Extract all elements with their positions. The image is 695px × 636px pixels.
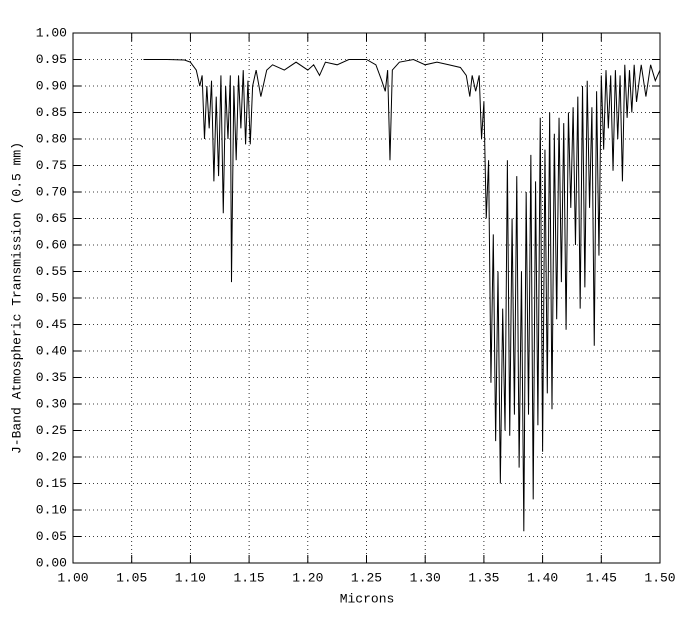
y-tick-label: 0.25 xyxy=(36,423,67,438)
y-tick-label: 0.45 xyxy=(36,317,67,332)
y-tick-label: 0.20 xyxy=(36,449,67,464)
y-tick-label: 0.05 xyxy=(36,529,67,544)
y-tick-label: 0.35 xyxy=(36,370,67,385)
x-tick-label: 1.35 xyxy=(468,570,499,585)
x-tick-label: 1.05 xyxy=(116,570,147,585)
x-tick-label: 1.15 xyxy=(233,570,264,585)
x-tick-label: 1.45 xyxy=(586,570,617,585)
y-tick-label: 0.85 xyxy=(36,105,67,120)
x-tick-label: 1.10 xyxy=(175,570,206,585)
x-tick-label: 1.00 xyxy=(57,570,88,585)
y-tick-label: 0.65 xyxy=(36,211,67,226)
y-axis-label: J-Band Atmospheric Transmission (0.5 mm) xyxy=(9,142,24,454)
y-tick-label: 0.50 xyxy=(36,290,67,305)
x-tick-label: 1.40 xyxy=(527,570,558,585)
y-tick-label: 0.30 xyxy=(36,396,67,411)
x-tick-label: 1.50 xyxy=(644,570,675,585)
y-tick-label: 1.00 xyxy=(36,25,67,40)
x-axis-label: Microns xyxy=(340,591,395,606)
y-tick-label: 0.00 xyxy=(36,555,67,570)
y-tick-label: 0.70 xyxy=(36,184,67,199)
x-tick-label: 1.25 xyxy=(351,570,382,585)
y-tick-label: 0.55 xyxy=(36,264,67,279)
y-tick-label: 0.60 xyxy=(36,237,67,252)
y-tick-label: 0.95 xyxy=(36,52,67,67)
data-line xyxy=(143,58,661,532)
x-tick-label: 1.20 xyxy=(292,570,323,585)
y-tick-label: 0.40 xyxy=(36,343,67,358)
y-tick-label: 0.80 xyxy=(36,131,67,146)
y-tick-label: 0.10 xyxy=(36,502,67,517)
y-tick-label: 0.90 xyxy=(36,78,67,93)
y-tick-label: 0.15 xyxy=(36,476,67,491)
plot-frame xyxy=(72,32,661,564)
x-tick-label: 1.30 xyxy=(410,570,441,585)
y-tick-label: 0.75 xyxy=(36,158,67,173)
